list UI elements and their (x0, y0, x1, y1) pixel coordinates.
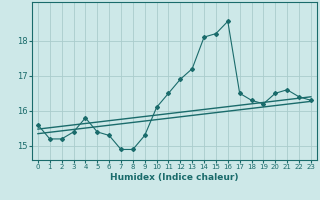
X-axis label: Humidex (Indice chaleur): Humidex (Indice chaleur) (110, 173, 239, 182)
